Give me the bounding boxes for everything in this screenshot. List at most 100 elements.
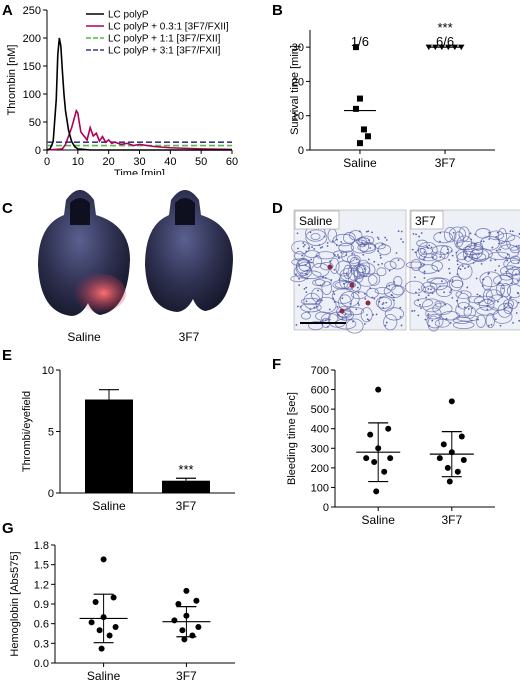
nucleus	[487, 324, 490, 327]
nucleus	[448, 267, 451, 270]
nucleus	[299, 305, 302, 308]
alveolus	[456, 314, 479, 322]
nucleus	[499, 248, 502, 251]
nucleus	[319, 284, 322, 287]
nucleus	[348, 281, 351, 284]
alveolus	[385, 282, 396, 291]
nucleus	[307, 311, 310, 314]
histology-label-3f7: 3F7	[415, 214, 436, 228]
nucleus	[503, 307, 506, 310]
alveolus	[452, 321, 475, 330]
survival-chart: 0 10 20 30 Saline 3F7 Survival time [min] 1/6 6/…	[289, 20, 495, 170]
nucleus	[296, 232, 299, 235]
data-point	[112, 623, 119, 630]
alveolus	[338, 242, 354, 253]
alveolus	[427, 315, 440, 332]
alveolus	[310, 233, 321, 241]
data-point	[446, 478, 453, 485]
nucleus	[341, 316, 344, 319]
nucleus	[305, 277, 307, 280]
nucleus	[365, 230, 368, 233]
nucleus	[494, 269, 497, 272]
nucleus	[316, 305, 318, 308]
nucleus	[333, 301, 336, 303]
x-tick-label: Saline	[87, 669, 121, 681]
nucleus	[472, 247, 475, 250]
nucleus	[317, 289, 319, 292]
alveolus	[389, 257, 405, 270]
alveolus	[327, 311, 347, 328]
alveolus	[497, 227, 507, 245]
alveolus	[426, 313, 444, 329]
alveolus	[393, 276, 403, 287]
nucleus	[414, 251, 417, 254]
lung-photo-3f7	[145, 190, 233, 312]
panel-c-label: C	[2, 200, 13, 217]
photo-label-3f7: 3F7	[179, 330, 200, 344]
data-point	[100, 614, 107, 621]
nucleus	[430, 288, 432, 291]
data-point	[448, 449, 455, 456]
nucleus	[340, 251, 343, 254]
nucleus	[475, 277, 478, 280]
bleeding-chart: 0 100 200 300 400 500 600 700 Saline 3F7 Bleeding …	[286, 365, 495, 525]
nucleus	[400, 238, 402, 240]
x-tick-label: 0	[44, 156, 50, 168]
nucleus	[449, 322, 452, 324]
y-tick-label: 1.2	[34, 579, 49, 591]
y-tick-label: 300	[311, 443, 329, 455]
nucleus	[423, 270, 426, 273]
nucleus	[428, 244, 431, 247]
x-tick-label: Saline	[92, 499, 126, 513]
nucleus	[511, 230, 514, 233]
alveolus	[421, 281, 438, 294]
series-line	[46, 37, 232, 151]
y-tick-label: 0.9	[34, 599, 49, 611]
nucleus	[488, 272, 490, 274]
nucleus	[441, 280, 443, 283]
nucleus	[381, 262, 383, 265]
thrombus	[327, 264, 333, 270]
x-tick-label: 3F7	[441, 513, 462, 525]
nucleus	[463, 257, 466, 260]
nucleus	[481, 285, 484, 287]
nucleus	[371, 231, 373, 234]
nucleus	[456, 263, 459, 266]
alveolus	[391, 285, 405, 296]
nucleus	[333, 293, 336, 296]
nucleus	[418, 235, 421, 238]
nucleus	[417, 299, 420, 302]
x-tick-label: 60	[226, 156, 238, 168]
legend-entry: LC polyP + 1:1 [3F7/FXII]	[108, 34, 221, 45]
nucleus	[466, 286, 469, 289]
nucleus	[361, 271, 364, 274]
data-point	[371, 458, 378, 465]
nucleus	[375, 313, 378, 316]
alveolus	[433, 231, 453, 244]
y-axis-label: Thrombi/eyefield	[21, 391, 33, 472]
nucleus	[368, 239, 370, 242]
thrombin-chart: 0 50 100 150 200 250 0 10 20 30 40 50 60 Time [min] Th…	[6, 5, 238, 175]
y-tick-label: 0.0	[34, 658, 49, 670]
nucleus	[373, 260, 376, 263]
nucleus	[431, 292, 434, 295]
alveolus	[304, 250, 320, 258]
nucleus	[451, 280, 454, 283]
panel-e: E 0 5 10 Thrombi/eyefield Saline 3F7 ***	[2, 347, 235, 513]
nucleus	[363, 268, 366, 270]
alveolus	[499, 272, 514, 281]
nucleus	[309, 308, 312, 311]
nucleus	[448, 272, 451, 274]
y-tick-label: 0	[298, 145, 304, 157]
alveolus	[488, 230, 505, 241]
nucleus	[497, 282, 500, 285]
alveolus	[434, 300, 445, 308]
nucleus	[431, 256, 434, 259]
nucleus	[449, 291, 452, 294]
nucleus	[467, 265, 470, 268]
nucleus	[331, 240, 334, 242]
nucleus	[371, 296, 374, 299]
nucleus	[439, 240, 441, 243]
nucleus	[517, 301, 520, 304]
nucleus	[448, 258, 451, 261]
